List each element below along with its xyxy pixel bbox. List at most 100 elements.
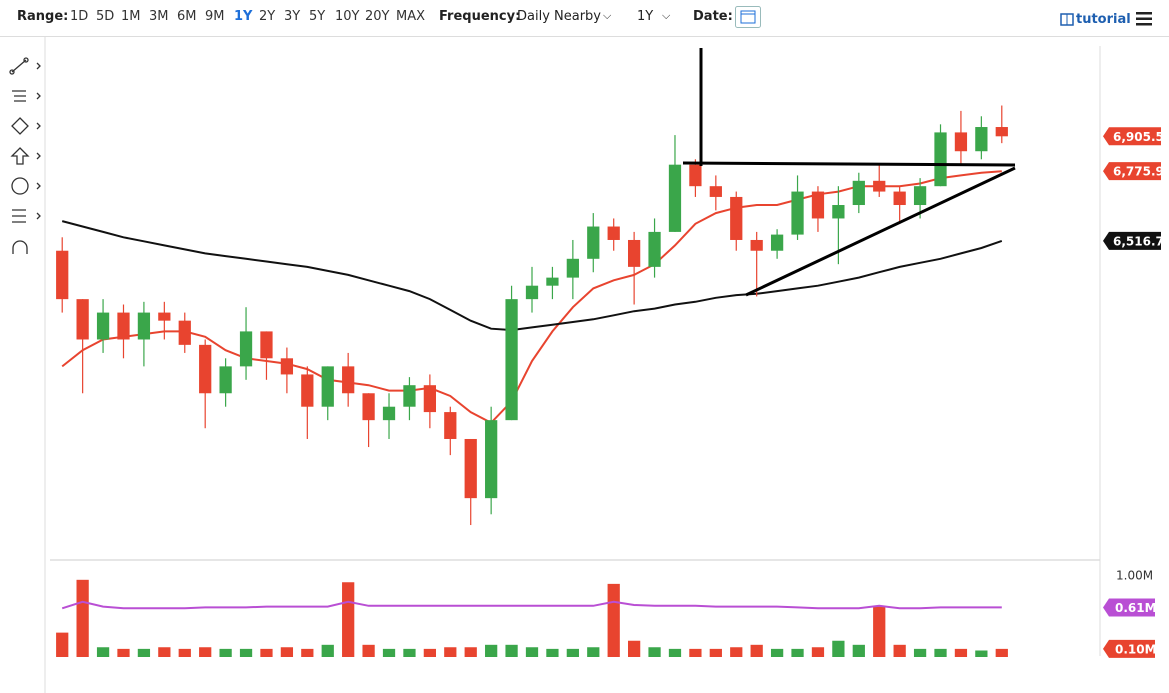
tutorial-link[interactable]: tutorial [1076,12,1131,27]
volume-tag [1103,639,1155,658]
volume-bar [137,648,151,657]
candle-body [362,393,375,421]
volume-bar [525,647,539,657]
volume-bar [546,648,559,657]
calendar-button[interactable] [735,6,761,28]
candle-body [648,231,661,267]
price-tag [1103,162,1161,181]
y-tick-label: 1.00M [1116,568,1153,582]
candle-body [464,438,477,499]
volume-bar [954,648,968,657]
volume-tag-label: 0.61M [1115,601,1157,615]
candle-body [852,180,865,206]
candle-body [689,164,702,187]
candle-body [709,186,722,197]
range-button[interactable]: 6M [177,9,197,24]
price-tag-label: 6,775.9 [1113,165,1164,179]
drawing-tools [9,57,41,254]
candle-body [280,358,294,375]
volume-bar [199,647,212,657]
candle-body [607,226,620,240]
range-button[interactable]: 3M [149,9,169,24]
candle-body [893,191,906,206]
candle-body [485,420,498,499]
candle-body [76,299,89,340]
moving-average [61,220,1003,332]
volume-bar [975,650,988,657]
volume-bar [566,648,579,657]
menu-button[interactable] [1136,12,1154,26]
candle-body [791,191,804,235]
volume-bar [628,640,641,657]
volume-bar [791,648,804,657]
candle-body [178,320,191,345]
candle-body [832,205,845,219]
range-button[interactable]: 10Y [335,9,360,24]
candle-body [301,374,314,407]
range-button[interactable]: 20Y [365,9,390,24]
candle-body [403,385,416,407]
volume-bar [750,644,763,657]
range-button[interactable]: 9M [205,9,225,24]
candle-body [382,406,396,421]
volume-average [61,600,1002,610]
candle-body [158,312,171,321]
candle-body [321,366,334,407]
range-button[interactable]: 1M [121,9,141,24]
volume-bar [280,647,294,657]
volume-bar [485,644,498,657]
volume-bar [301,648,314,657]
volume-bar [607,583,620,657]
range-button[interactable]: 5D [96,9,115,24]
volume-bar [96,647,110,657]
frequency-caret[interactable]: ⌵ [603,9,612,22]
volume-bar [403,648,416,657]
volume-bar [852,644,865,657]
volume-bar [56,632,69,657]
candle-body [628,239,641,267]
candle-body [137,312,151,340]
range-button[interactable]: 1Y [234,9,253,24]
candle-body [423,385,436,413]
frequency-select[interactable]: Daily Nearby [517,9,602,24]
period-select[interactable]: 1Y [637,9,654,24]
range-button[interactable]: 3Y [284,9,301,24]
candle-body [219,366,232,394]
range-button[interactable]: 2Y [259,9,276,24]
range-button[interactable]: 5Y [309,9,326,24]
volume-bar [770,648,784,657]
candle-body [342,366,355,394]
volume-bar [913,648,927,657]
volume-bar [464,647,477,657]
volume-bar [158,647,171,657]
candle-body [444,412,457,439]
candle-body [770,234,784,251]
candle-body [954,132,968,152]
range-button[interactable]: 1D [70,9,89,24]
range-label: Range: [17,9,69,24]
volume-bar [219,648,232,657]
candle-body [505,299,518,421]
volume-bar [505,644,518,657]
price-tag [1103,127,1161,146]
date-label: Date: [693,9,733,24]
candle-body [96,312,110,340]
volume-tag [1103,598,1155,617]
period-caret[interactable]: ⌵ [662,9,671,22]
volume-bar [689,648,702,657]
candle-body [587,226,600,259]
candle-body [117,312,130,340]
chart: 6,905.5 6,775.9 6,516.7 1.00M 0.61M 0.10M [9,36,1164,693]
tutorial-icon[interactable] [1060,13,1074,27]
volume-bar [811,647,825,657]
volume-bar [382,648,396,657]
candle-body [239,331,253,367]
volume-bar [444,647,457,657]
candle-body [995,127,1008,137]
price-tag [1103,231,1161,250]
volume-bar [239,648,253,657]
range-button[interactable]: MAX [396,9,426,24]
volume-bar [260,648,273,657]
candle-body [199,344,212,394]
volume-bar [321,644,334,657]
